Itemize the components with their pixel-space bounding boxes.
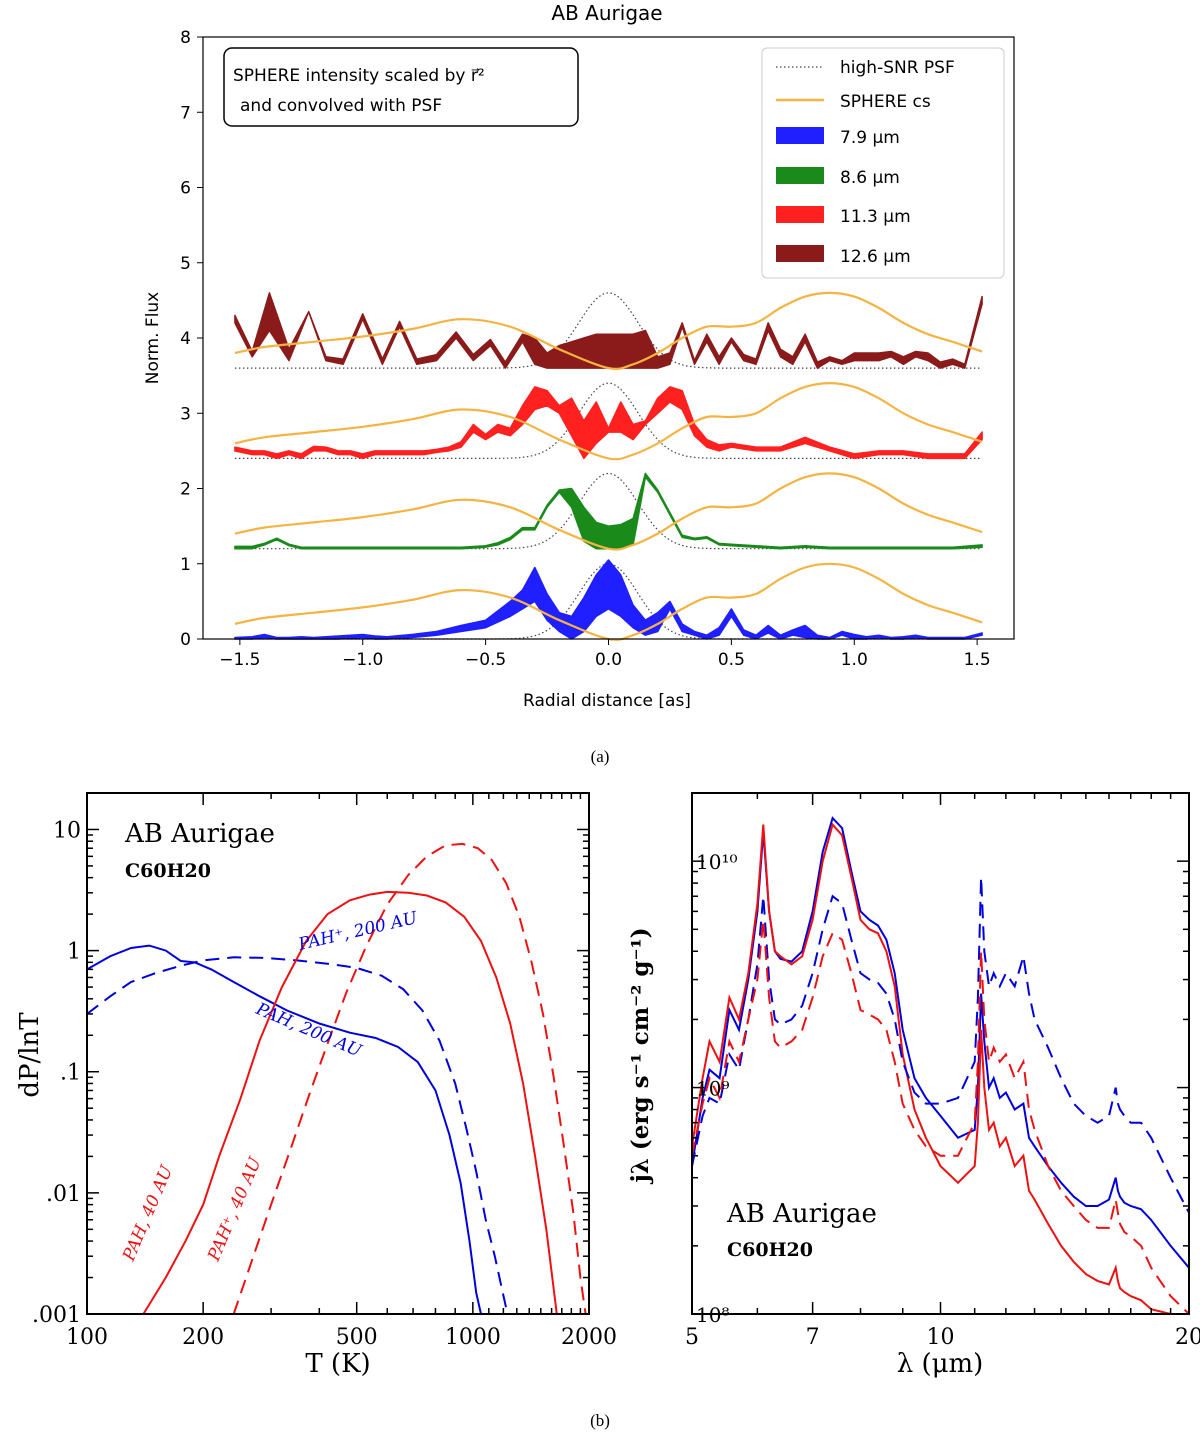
bl-ytick-label: .001 (32, 1303, 81, 1328)
bl-xtick-label: 100 (66, 1325, 108, 1350)
annotation-line-2: and convolved with PSF (240, 96, 442, 116)
br-xtick-label: 5 (685, 1325, 699, 1350)
bl-ytick-label: 10 (53, 818, 81, 843)
psf-curve-3 (234, 292, 983, 369)
bl-xtick-label: 200 (182, 1325, 224, 1350)
a-ytick-label: 4 (180, 329, 191, 349)
curve-pah-40-au (232, 842, 587, 1315)
a-ytick-label: 0 (180, 630, 191, 650)
band-126 (234, 292, 983, 369)
curve-blue-dashed (692, 877, 1189, 1214)
a-ytick-label: 7 (180, 103, 191, 123)
panel-b-right-axes: 5 7 10 20 10⁸ 10⁹ 10¹⁰ (685, 792, 1200, 1350)
panel-b-right-title: AB Aurigae (726, 1199, 877, 1229)
bl-ytick-label: .01 (46, 1182, 81, 1207)
caption-b: (b) (590, 1411, 610, 1430)
panel-b-right-ylabel: jλ (erg s⁻¹ cm⁻² g⁻¹) (627, 927, 654, 1184)
panel-b-right-plot-area (692, 816, 1189, 1314)
panel-b-right-subtitle: C60H20 (727, 1239, 813, 1261)
label-pah-plus-200au: PAH⁺, 200 AU (296, 908, 420, 955)
panel-b-left-xlabel: T (K) (305, 1349, 370, 1379)
legend-swatch-8-6 (776, 167, 824, 184)
panel-a-legend: high-SNR PSF SPHERE cs 7.9 μm 8.6 μm 11.… (761, 47, 1005, 279)
legend-box (761, 47, 1005, 279)
a-xtick-label: −0.5 (465, 650, 506, 670)
a-xtick-label: 1.0 (841, 650, 868, 670)
curve-pah-200-au (86, 944, 482, 1315)
panel-b-right: 5 7 10 20 10⁸ 10⁹ 10¹⁰ AB Aurigae C60H20 λ (μm… (627, 792, 1200, 1379)
legend-swatch-7-9 (776, 127, 824, 144)
a-ytick-label: 1 (180, 555, 191, 575)
legend-label-7-9: 7.9 μm (840, 128, 900, 148)
bl-ytick-label: .1 (60, 1061, 81, 1086)
a-xtick-label: −1.5 (219, 650, 260, 670)
panel-a: AB Aurigae −1.5 −1.0 −0.5 0.0 0.5 1.0 1.5 0 1 2 3 4… (143, 1, 1015, 766)
label-pah-40au: PAH, 40 AU (119, 1162, 178, 1265)
legend-swatch-12-6 (776, 245, 824, 262)
band-113 (234, 386, 983, 460)
br-ytick-label: 10⁸ (696, 1303, 729, 1327)
bl-xtick-label: 1000 (445, 1325, 501, 1350)
panel-a-axes: −1.5 −1.0 −0.5 0.0 0.5 1.0 1.5 0 1 2 3 4 5 6 7 8 (180, 28, 990, 670)
a-xtick-label: 0.0 (595, 650, 622, 670)
legend-label-8-6: 8.6 μm (840, 168, 900, 188)
panel-b-left-frame (86, 792, 590, 1315)
legend-swatch-11-3 (776, 206, 824, 223)
panel-b-left: 100 200 500 1000 2000 .001 .01 .1 1 10 AB Aurigae… (15, 792, 617, 1379)
legend-label-sphere: SPHERE cs (840, 92, 931, 112)
a-ytick-label: 5 (180, 254, 191, 274)
label-pah-200au: PAH, 200 AU (252, 999, 365, 1062)
sphere-cs-curve-1 (234, 472, 983, 551)
br-xtick-label: 10 (927, 1325, 955, 1350)
a-xtick-label: 0.5 (718, 650, 745, 670)
legend-label-12-6: 12.6 μm (840, 247, 911, 267)
panel-a-xlabel: Radial distance [as] (523, 691, 691, 711)
legend-label-psf: high-SNR PSF (840, 58, 955, 78)
br-ytick-label: 10¹⁰ (696, 850, 737, 874)
panel-a-annotation: SPHERE intensity scaled by r⃗² and convo… (223, 47, 579, 127)
legend-label-11-3: 11.3 μm (840, 207, 911, 227)
panel-b-left-plot-area (86, 842, 587, 1315)
panel-b-left-axes: 100 200 500 1000 2000 .001 .01 .1 1 10 (32, 792, 617, 1350)
a-ytick-label: 2 (180, 480, 191, 500)
a-xtick-label: 1.5 (964, 650, 991, 670)
bl-xtick-label: 2000 (561, 1325, 617, 1350)
a-ytick-label: 6 (180, 179, 191, 199)
panel-b-left-title: AB Aurigae (124, 819, 275, 849)
bl-xtick-label: 500 (336, 1325, 378, 1350)
annotation-box (223, 47, 579, 127)
curve-red-dashed (692, 919, 1189, 1314)
panel-a-ylabel: Norm. Flux (143, 292, 163, 385)
curve-pah-200-au (86, 956, 509, 1315)
panel-a-plot-area (234, 291, 983, 641)
panel-b-left-ylabel: dP/lnT (15, 1012, 45, 1098)
band-79 (234, 559, 983, 640)
br-xtick-label: 20 (1175, 1325, 1200, 1350)
panel-b-right-xlabel: λ (μm) (897, 1349, 984, 1379)
panel-b-left-subtitle: C60H20 (125, 860, 211, 882)
caption-a: (a) (591, 747, 610, 766)
sphere-cs-curve-0 (234, 562, 983, 641)
annotation-line-1: SPHERE intensity scaled by r⃗² (233, 66, 485, 86)
a-ytick-label: 8 (180, 28, 191, 48)
sphere-cs-curve-2 (234, 381, 983, 461)
a-ytick-label: 3 (180, 404, 191, 424)
band-86 (234, 472, 983, 550)
br-xtick-label: 7 (806, 1325, 820, 1350)
psf-curve-2 (234, 382, 983, 459)
a-xtick-label: −1.0 (342, 650, 383, 670)
bl-ytick-label: 1 (67, 940, 81, 965)
curve-red-solid (692, 822, 1175, 1314)
panel-a-title: AB Aurigae (551, 1, 662, 25)
br-ytick-label: 10⁹ (696, 1077, 729, 1101)
sphere-cs-curve-3 (234, 291, 983, 371)
curve-pah-40-au (142, 890, 558, 1315)
